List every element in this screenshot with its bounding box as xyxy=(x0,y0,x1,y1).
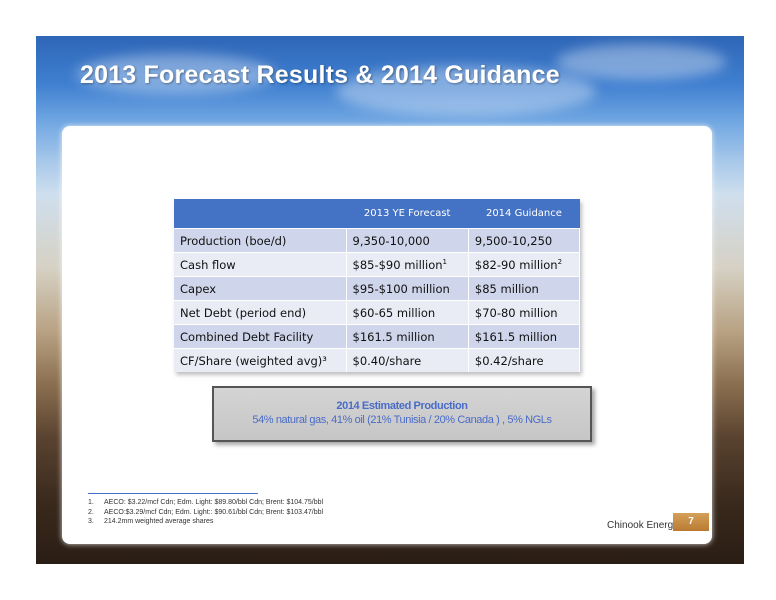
row-2014-value: $70-80 million xyxy=(468,300,581,325)
footnote-ref: 1 xyxy=(442,257,447,266)
row-2013-value: $0.40/share xyxy=(346,348,469,372)
table-row: CF/Share (weighted avg)³ $0.40/share $0.… xyxy=(174,348,581,372)
company-name: Chinook Energy Inc. xyxy=(607,520,698,531)
table-header-2013-forecast: 2013 YE Forecast xyxy=(346,199,469,229)
row-label: Capex xyxy=(174,276,347,301)
footnotes-list: 1. AECO: $3.22/mcf Cdn; Edm. Light: $89.8… xyxy=(88,498,323,527)
row-2013-value: $161.5 million xyxy=(346,324,469,349)
row-label: Cash flow xyxy=(174,252,347,277)
table-row: Capex $95-$100 million $85 million xyxy=(174,276,581,301)
row-label: CF/Share (weighted avg)³ xyxy=(174,348,347,372)
slide: 2013 Forecast Results & 2014 Guidance 20… xyxy=(36,36,744,564)
estimated-production-title: 2014 Estimated Production xyxy=(336,400,468,412)
table-row: Production (boe/d) 9,350-10,000 9,500-10… xyxy=(174,228,581,253)
row-2014-value: 9,500-10,250 xyxy=(468,228,581,253)
row-label: Combined Debt Facility xyxy=(174,324,347,349)
row-2013-value: $60-65 million xyxy=(346,300,469,325)
table-header-row: 2013 YE Forecast 2014 Guidance xyxy=(174,199,580,229)
cloud-decoration xyxy=(76,54,276,94)
table-row: Cash flow $85-$90 million1 $82-90 millio… xyxy=(174,252,581,277)
footnote-item: 3. 214.2mm weighted average shares xyxy=(88,518,214,525)
row-2014-value: $161.5 million xyxy=(468,324,581,349)
estimated-production-box: 2014 Estimated Production 54% natural ga… xyxy=(212,386,592,442)
row-2013-value: $95-$100 million xyxy=(346,276,469,301)
row-2014-value: $85 million xyxy=(468,276,581,301)
footnote-item: 1. AECO: $3.22/mcf Cdn; Edm. Light: $89.8… xyxy=(88,499,324,506)
content-panel: 2013 YE Forecast 2014 Guidance Productio… xyxy=(62,126,712,544)
table-header-2014-guidance: 2014 Guidance xyxy=(468,199,580,229)
row-2014-value: $82-90 million2 xyxy=(468,252,581,277)
footnote-item: 2. AECO:$3.29/mcf Cdn; Edm. Light:: $90.6… xyxy=(88,508,324,516)
slide-title: 2013 Forecast Results & 2014 Guidance xyxy=(80,61,560,89)
row-2013-value: 9,350-10,000 xyxy=(346,228,469,253)
row-label: Production (boe/d) xyxy=(174,228,347,253)
row-2013-value: $85-$90 million1 xyxy=(346,252,469,277)
row-2014-value: $0.42/share xyxy=(468,348,581,372)
table-header-blank xyxy=(174,199,346,229)
table-row: Net Debt (period end) $60-65 million $70… xyxy=(174,300,581,325)
cloud-decoration xyxy=(336,66,596,116)
table-row: Combined Debt Facility $161.5 million $1… xyxy=(174,324,581,349)
footnote-divider xyxy=(88,493,258,494)
page-number: 7 xyxy=(673,513,709,531)
forecast-table: 2013 YE Forecast 2014 Guidance Productio… xyxy=(174,199,581,372)
cloud-decoration xyxy=(556,44,726,80)
row-label: Net Debt (period end) xyxy=(174,300,347,325)
estimated-production-text: 54% natural gas, 41% oil (21% Tunisia / … xyxy=(252,414,552,426)
footnote-ref: 2 xyxy=(557,257,563,266)
